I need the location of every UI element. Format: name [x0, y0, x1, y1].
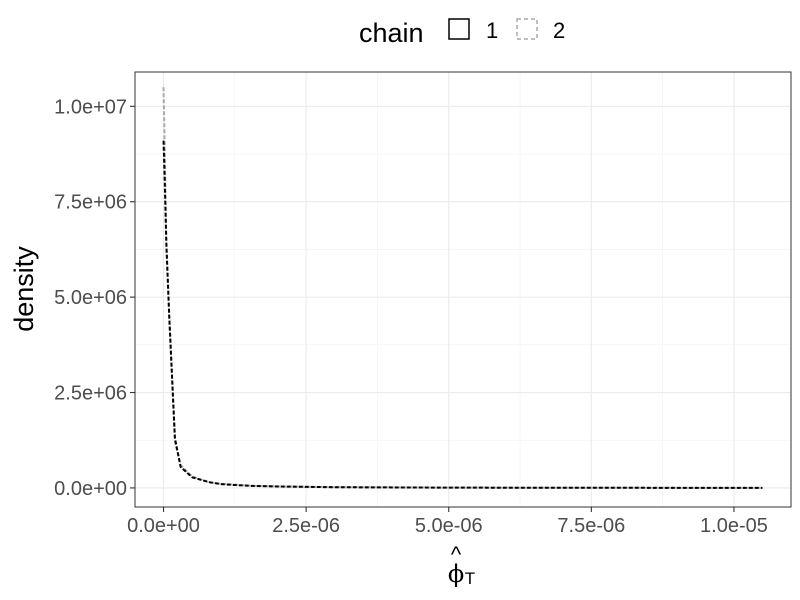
- density-line-chain-1: [162, 140, 763, 489]
- x-axis-title-hat: ^: [451, 542, 462, 567]
- x-axis-title-subscript: T: [465, 569, 475, 588]
- series-layer: [162, 87, 763, 489]
- y-tick-label: 7.5e+06: [54, 192, 127, 214]
- y-tick-label: 5.0e+06: [54, 287, 127, 309]
- x-tick-label: 1.0e-05: [700, 515, 768, 537]
- y-tick-label: 1.0e+07: [54, 96, 127, 118]
- y-tick-label: 0.0e+00: [54, 478, 127, 500]
- y-axis-title: density: [9, 246, 39, 332]
- legend-title: chain: [359, 18, 424, 48]
- plot-background: [135, 72, 791, 507]
- x-axis-title-symbol: ϕ: [448, 560, 464, 588]
- y-axis: 0.0e+00 2.5e+06 5.0e+06 7.5e+06 1.0e+07: [54, 96, 135, 500]
- x-tick-label: 2.5e-06: [272, 515, 340, 537]
- plot-border: [134, 71, 792, 508]
- legend-label-chain-1: 1: [486, 18, 498, 43]
- x-axis-title: ^ ϕ T: [448, 542, 475, 588]
- legend-key-chain-1: [448, 18, 470, 40]
- x-tick-label: 7.5e-06: [557, 515, 625, 537]
- legend: chain 1 2: [359, 18, 565, 48]
- x-tick-label: 0.0e+00: [127, 515, 200, 537]
- x-tick-label: 5.0e-06: [415, 515, 483, 537]
- legend-label-chain-2: 2: [553, 18, 565, 43]
- legend-key-chain-2: [516, 18, 538, 40]
- y-tick-label: 2.5e+06: [54, 383, 127, 405]
- grid-minor: [135, 72, 791, 507]
- x-axis: 0.0e+00 2.5e-06 5.0e-06 7.5e-06 1.0e-05: [127, 507, 768, 537]
